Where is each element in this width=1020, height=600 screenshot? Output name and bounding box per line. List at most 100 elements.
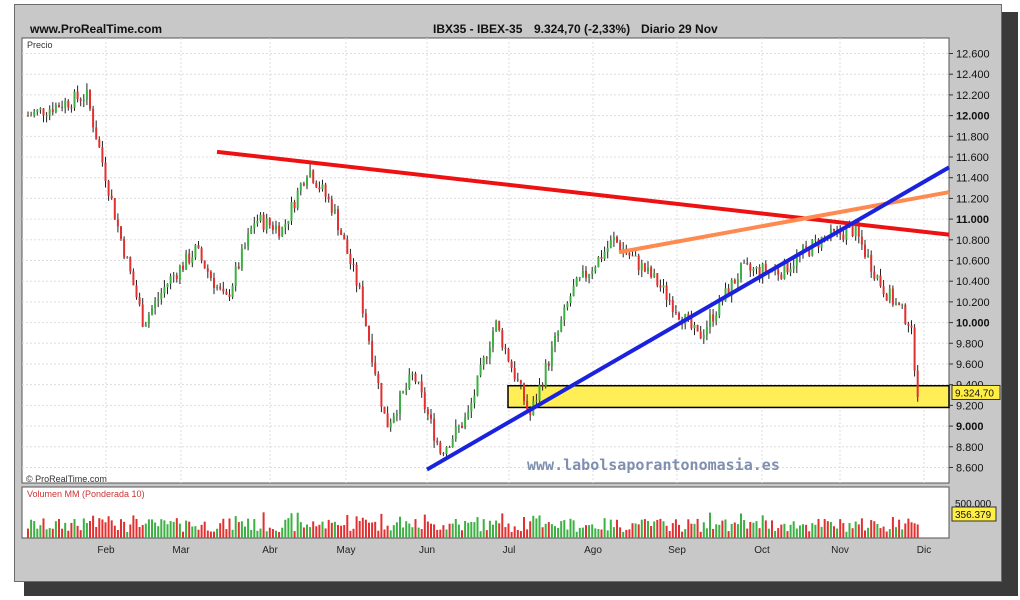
volume-bar xyxy=(752,522,755,538)
volume-bar xyxy=(557,527,560,538)
volume-bar xyxy=(420,529,423,538)
volume-bar xyxy=(733,522,736,538)
price-bar xyxy=(647,267,649,272)
volume-bar xyxy=(585,525,587,538)
volume-bar xyxy=(653,521,656,538)
price-bar xyxy=(225,291,228,295)
x-tick-label: Sep xyxy=(668,545,686,556)
volume-bar xyxy=(408,523,411,538)
price-bar xyxy=(873,271,876,279)
volume-bar xyxy=(628,529,631,538)
volume-bar xyxy=(54,521,57,538)
price-bar xyxy=(54,104,57,113)
x-tick-label: Mar xyxy=(172,545,190,556)
price-bar xyxy=(709,314,711,327)
price-bar xyxy=(185,253,188,270)
price-panel-label: Precio xyxy=(27,40,53,50)
volume-bar xyxy=(386,525,389,538)
volume-bar xyxy=(802,524,804,538)
volume-bar xyxy=(467,522,470,538)
volume-bar xyxy=(715,524,718,538)
price-bar xyxy=(175,275,178,280)
volume-bar xyxy=(107,516,110,538)
price-bar xyxy=(116,219,119,227)
price-bar xyxy=(147,314,150,324)
price-bar xyxy=(70,107,73,109)
volume-bar xyxy=(616,519,618,538)
price-bar xyxy=(405,388,408,391)
volume-bar xyxy=(426,521,429,538)
price-bar xyxy=(833,228,835,231)
price-bar xyxy=(216,286,219,289)
volume-bar xyxy=(104,522,107,538)
volume-bar xyxy=(684,529,687,538)
volume-bar xyxy=(538,515,541,538)
price-bar xyxy=(349,253,352,264)
y-tick-label: 12.000 xyxy=(956,111,990,123)
copyright-label: © ProRealTime.com xyxy=(26,474,107,484)
volume-bar xyxy=(402,527,405,538)
volume-bar xyxy=(45,529,48,538)
volume-bar xyxy=(411,527,414,538)
volume-bar xyxy=(774,531,777,538)
volume-bar xyxy=(30,519,33,538)
volume-bar xyxy=(89,520,91,538)
price-bar xyxy=(433,418,436,441)
volume-bar xyxy=(244,526,246,538)
price-bar xyxy=(414,373,417,382)
volume-bar xyxy=(516,529,519,538)
volume-bar xyxy=(560,521,563,538)
y-tick-label: 9.000 xyxy=(956,421,984,433)
price-bar xyxy=(693,324,696,329)
price-bar xyxy=(637,255,640,271)
price-bar xyxy=(237,266,240,269)
volume-bar xyxy=(665,525,668,538)
y-tick-label: 10.200 xyxy=(956,297,990,309)
volume-bar xyxy=(826,521,829,538)
site-title: www.ProRealTime.com xyxy=(30,22,163,36)
volume-bar xyxy=(736,524,739,538)
price-bar xyxy=(743,262,746,264)
volume-bar xyxy=(321,521,324,538)
volume-bar xyxy=(650,526,653,538)
volume-bar xyxy=(730,523,733,538)
volume-bar xyxy=(693,523,696,538)
volume-bar xyxy=(389,530,392,538)
price-bar xyxy=(777,269,780,275)
price-bar xyxy=(916,370,919,397)
price-bar xyxy=(761,264,764,277)
price-bar xyxy=(581,270,584,278)
price-bar xyxy=(758,267,761,277)
volume-bar xyxy=(383,529,386,538)
price-bar xyxy=(259,214,262,221)
volume-bar xyxy=(337,525,339,538)
price-bar xyxy=(656,273,659,286)
volume-bar xyxy=(67,530,70,538)
price-bar xyxy=(879,275,882,287)
volume-bar xyxy=(225,529,228,538)
price-bar xyxy=(696,324,699,332)
volume-bar xyxy=(414,519,417,538)
volume-bar xyxy=(550,524,553,538)
volume-bar xyxy=(430,523,432,538)
volume-bar xyxy=(631,523,634,538)
price-bar xyxy=(284,224,287,228)
price-bar xyxy=(113,198,116,220)
x-tick-label: Dic xyxy=(917,545,931,556)
volume-bar xyxy=(182,531,184,538)
x-tick-label: Feb xyxy=(97,545,115,556)
price-bar xyxy=(547,363,550,367)
price-bar xyxy=(814,239,817,241)
price-bar xyxy=(157,298,160,301)
price-bar xyxy=(107,181,110,196)
price-bar xyxy=(352,263,355,265)
volume-bar xyxy=(175,518,178,538)
price-bar xyxy=(755,267,758,269)
price-bar xyxy=(430,414,432,419)
price-bar xyxy=(454,426,457,439)
volume-bar xyxy=(789,524,792,538)
volume-bar xyxy=(836,528,839,538)
price-bar xyxy=(39,108,42,110)
price-bar xyxy=(209,271,212,279)
price-bar xyxy=(104,162,107,182)
